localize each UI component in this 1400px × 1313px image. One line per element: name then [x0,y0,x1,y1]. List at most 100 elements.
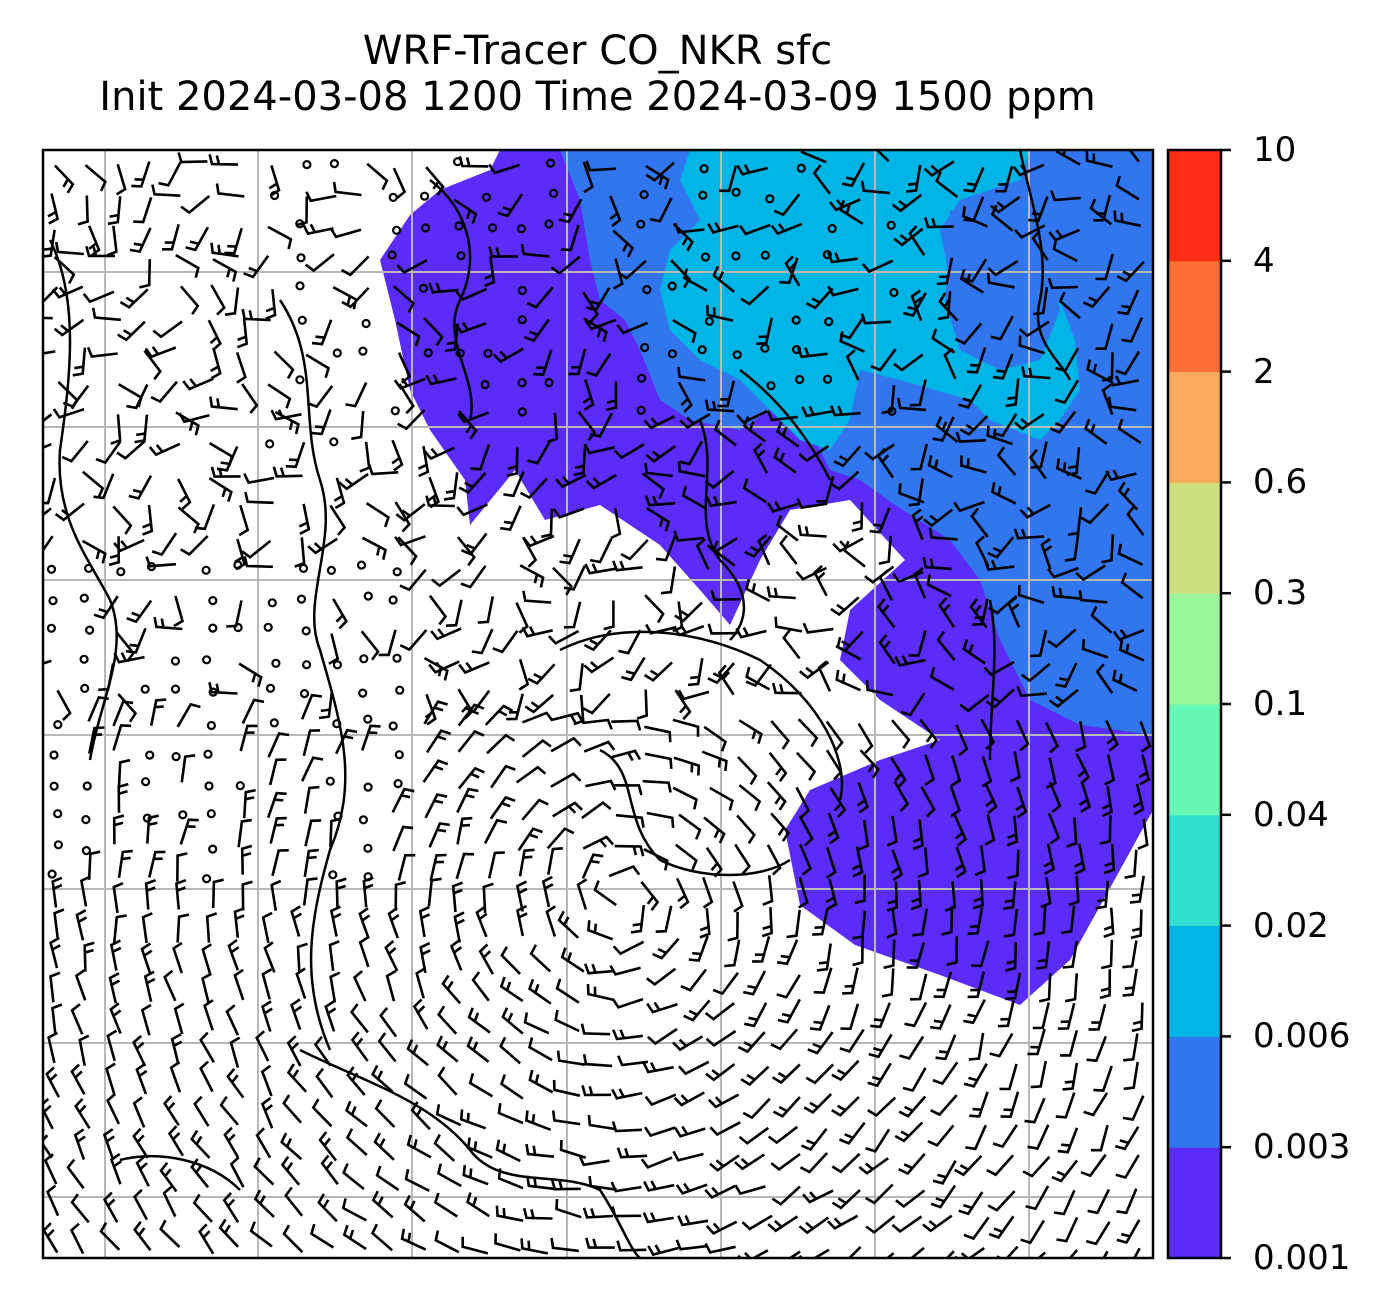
wind-barb [261,911,273,944]
wind-barb [1055,662,1078,688]
calm-wind-marker [235,781,245,791]
wind-barb [799,843,812,876]
wind-barb [132,1127,149,1159]
wind-barb [989,195,1021,214]
wind-barb [878,535,892,565]
calm-wind-marker [760,250,770,260]
calm-wind-marker [297,315,307,325]
wind-barb [131,161,151,188]
wind-barb [371,1190,394,1219]
wind-barb [797,718,819,748]
wind-barb [521,798,549,821]
calm-wind-marker [329,159,339,169]
wind-barb [142,504,154,536]
wind-barb [611,997,644,1009]
wind-barb [399,568,427,592]
wind-barb [969,1091,989,1118]
wind-barb [435,1104,462,1127]
wind-barb [734,843,751,875]
wind-barb [303,785,320,814]
wind-barb [112,724,132,751]
wind-barb [677,689,710,701]
wind-barb [910,443,929,471]
wind-barb [677,1214,709,1227]
wind-barb [705,1029,737,1048]
wind-barb [770,1028,799,1051]
wind-barb [140,942,153,975]
wind-barb [807,1031,834,1055]
wind-barb [840,1003,860,1031]
wind-barb [467,1007,491,1034]
wind-barb [770,720,790,750]
wind-barb [106,225,118,257]
wind-barb [707,1093,740,1109]
wind-barb [529,944,552,973]
calm-wind-marker [296,253,306,263]
wind-barb [704,1242,736,1254]
wind-barb [1122,1095,1145,1121]
wind-barb [949,785,961,818]
wind-barb [98,663,115,692]
wind-barb [209,347,222,380]
wind-barb [1007,596,1021,628]
wind-barb [500,505,522,532]
wind-barb [358,935,370,968]
wind-barb [878,569,893,601]
wind-barb [917,847,929,878]
wind-barb [839,315,866,340]
wind-barb [555,1199,582,1219]
wind-barb [986,272,1015,289]
wind-barb [583,317,608,343]
wind-barb [483,256,496,288]
wind-barb [924,754,936,786]
wind-barb [419,941,431,974]
wind-barb [865,679,894,697]
wind-barb [1099,815,1112,845]
wind-barb [831,1189,861,1210]
wind-barb [1078,589,1108,604]
wind-barb [88,726,105,754]
calm-wind-marker [140,684,150,694]
wind-barb [645,506,671,532]
wind-barb [477,596,495,624]
wind-barb [835,669,862,692]
calm-wind-marker [53,809,63,819]
wind-barb [922,556,952,571]
wind-barb [1137,818,1149,850]
wind-barb [521,738,552,758]
wind-barb [1103,907,1115,939]
wind-barb [113,538,145,553]
wind-barb [1121,317,1144,343]
wind-barb [644,1093,677,1107]
colorbar-tick-label: 2 [1253,351,1275,392]
calm-wind-marker [83,563,94,574]
wind-barb [398,383,415,415]
wind-barb [890,757,907,788]
wind-barb [518,848,535,877]
wind-barb [311,1098,333,1128]
wind-barb [898,483,925,504]
wind-barb [428,594,448,626]
calm-wind-marker [700,252,711,262]
wind-barb [1122,940,1138,969]
wind-barb [742,416,766,443]
wind-barb [87,695,109,722]
wind-barb [647,1244,679,1257]
wind-barb [1066,817,1078,848]
wind-barb [260,1000,273,1032]
wind-barb [547,847,563,875]
wind-barb [143,970,156,1002]
wind-barb [812,164,831,195]
wind-barb [117,693,138,723]
calm-wind-marker [204,781,214,791]
wind-barb [894,1121,924,1143]
wind-barb [777,998,801,1024]
wind-barb [133,196,153,224]
wind-barb [429,853,447,881]
wind-barb [373,1132,395,1161]
wind-barb [179,818,199,845]
wind-barb [478,943,495,975]
wind-barb [972,879,984,910]
wind-barb [304,819,322,847]
wind-barb [577,411,597,442]
